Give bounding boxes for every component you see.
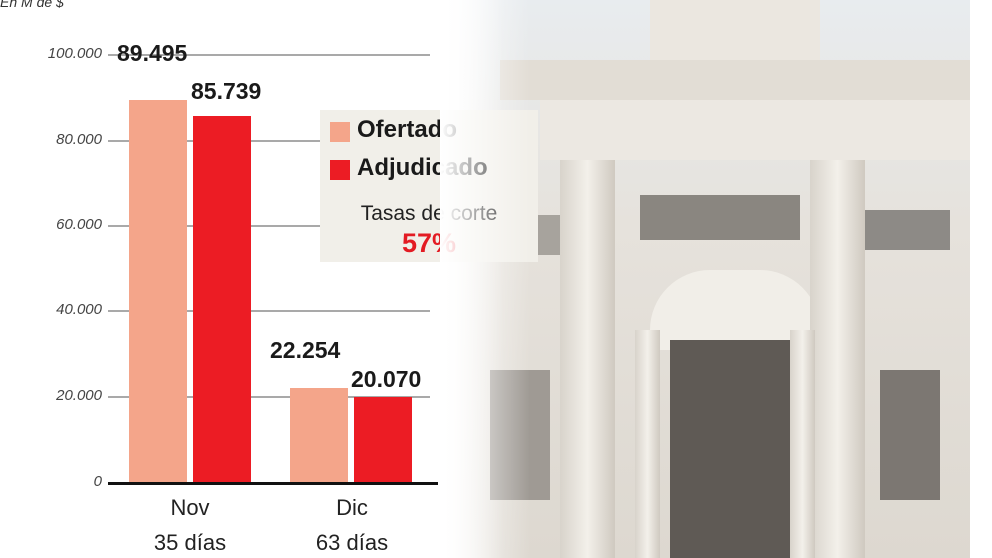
y-tick: 100.000 <box>47 45 102 62</box>
bar-dic-adjudicado <box>354 397 412 483</box>
gridline-40000 <box>108 310 430 312</box>
category-term-nov: 35 días <box>153 530 227 555</box>
bar-nov-adjudicado <box>193 116 251 483</box>
value-label-dic-adjudicado: 20.070 <box>351 366 422 392</box>
value-label-nov-adjudicado: 85.739 <box>191 78 262 104</box>
value-label-dic-ofertado: 22.254 <box>270 337 341 363</box>
y-tick: 20.000 <box>56 387 102 404</box>
gridline-100000 <box>108 54 430 56</box>
category-label-nov: Nov <box>170 495 210 520</box>
gridline-80000 <box>108 140 430 142</box>
category-label-dic: Dic <box>336 495 368 520</box>
y-tick: 0 <box>93 473 102 490</box>
gridline-20000 <box>108 396 430 398</box>
legend-swatch-ofertado <box>330 122 350 142</box>
y-tick: 60.000 <box>56 216 102 233</box>
x-axis <box>108 482 438 485</box>
gridline-60000 <box>108 225 430 227</box>
building-photo <box>440 0 970 558</box>
legend-swatch-adjudicado <box>330 160 350 180</box>
y-tick: 40.000 <box>56 301 102 318</box>
bar-dic-ofertado <box>290 388 348 483</box>
category-term-dic: 63 días <box>315 530 389 555</box>
y-tick: 80.000 <box>56 131 102 148</box>
bar-nov-ofertado <box>129 100 187 483</box>
unit-label: En M de $ <box>0 0 64 10</box>
value-label-nov-ofertado: 89.495 <box>117 40 188 66</box>
